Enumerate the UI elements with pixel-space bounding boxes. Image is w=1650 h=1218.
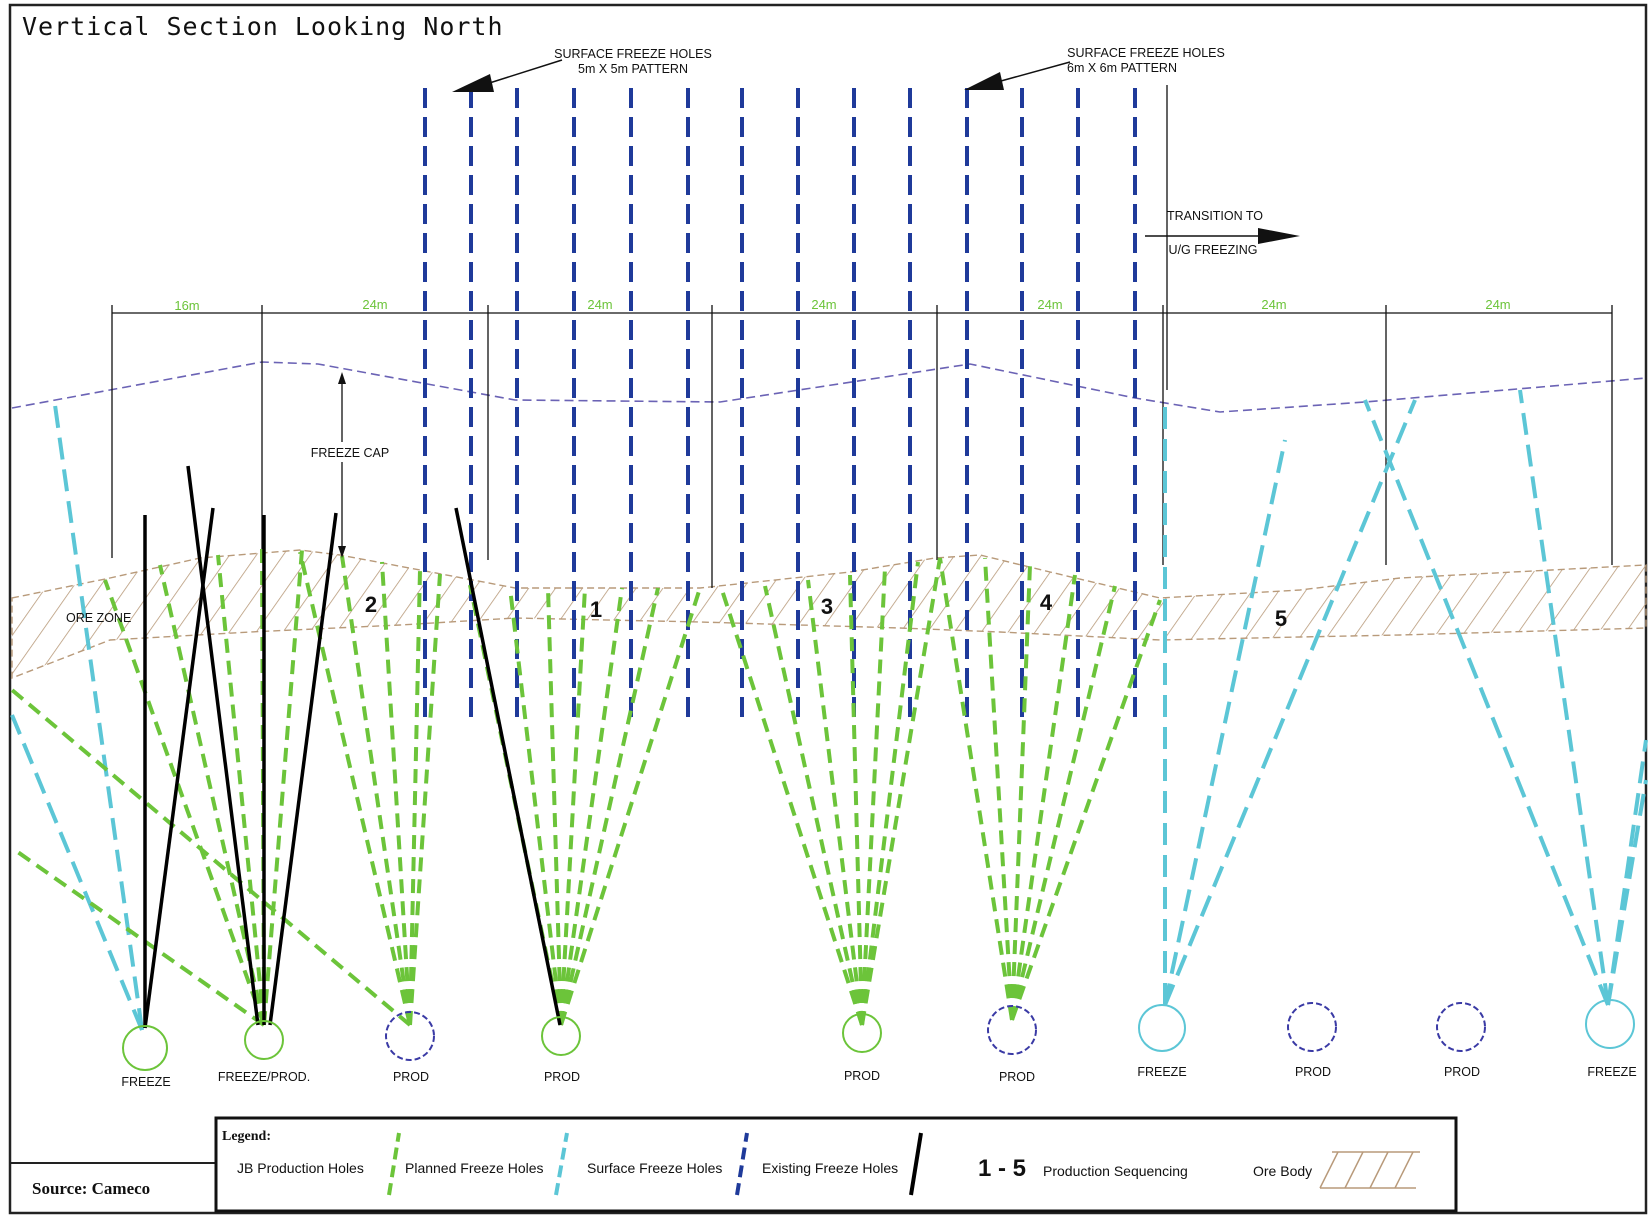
station-label: FREEZE <box>121 1075 170 1089</box>
sequence-number: 3 <box>821 594 833 619</box>
dimension-label: 24m <box>1261 297 1286 312</box>
legend-seq-symbol: 1 - 5 <box>978 1155 1026 1182</box>
callout-text: SURFACE FREEZE HOLES <box>554 47 712 61</box>
dimension-label: 24m <box>362 297 387 312</box>
station-label: PROD <box>1444 1065 1480 1079</box>
station-label: PROD <box>999 1070 1035 1084</box>
freeze-cap-boundary <box>12 362 1646 412</box>
legend-heading: Legend: <box>222 1129 271 1144</box>
callout-text: 5m X 5m PATTERN <box>578 62 688 76</box>
sequence-number: 4 <box>1040 590 1053 615</box>
legend-surface-label: Surface Freeze Holes <box>587 1160 722 1176</box>
callout-text: SURFACE FREEZE HOLES <box>1067 46 1225 60</box>
station-symbols <box>123 1000 1634 1070</box>
legend-jb-label: JB Production Holes <box>237 1160 364 1176</box>
station-labels: FREEZE FREEZE/PROD. PROD PROD PROD PROD … <box>121 1065 1636 1089</box>
ore-zone-label: ORE ZONE <box>66 611 131 625</box>
callout-text: 6m X 6m PATTERN <box>1067 61 1177 75</box>
legend-seq-label: Production Sequencing <box>1043 1163 1188 1179</box>
station-label: FREEZE/PROD. <box>218 1070 310 1084</box>
legend: Legend: JB Production Holes Planned Free… <box>216 1118 1456 1211</box>
source-box: Source: Cameco <box>10 1163 216 1198</box>
freeze-cap-marker: FREEZE CAP <box>308 372 389 558</box>
callout-text: TRANSITION TO <box>1167 209 1263 223</box>
dimension-lines <box>112 85 1612 588</box>
legend-existing-label: Existing Freeze Holes <box>762 1160 898 1176</box>
transition-callout: TRANSITION TO U/G FREEZING <box>1145 209 1300 257</box>
existing-freeze-holes <box>145 466 560 1028</box>
surface-5x5-callout: SURFACE FREEZE HOLES 5m X 5m PATTERN <box>452 47 712 92</box>
surface-6x6-callout: SURFACE FREEZE HOLES 6m X 6m PATTERN <box>964 46 1225 90</box>
station-label: PROD <box>844 1069 880 1083</box>
station-label: FREEZE <box>1587 1065 1636 1079</box>
freeze-cap-label: FREEZE CAP <box>311 446 390 460</box>
station-label: FREEZE <box>1137 1065 1186 1079</box>
sequence-number: 2 <box>365 592 377 617</box>
legend-planned-label: Planned Freeze Holes <box>405 1160 544 1176</box>
dimension-labels: 16m 24m 24m 24m 24m 24m 24m <box>174 297 1510 313</box>
diagram-title: Vertical Section Looking North <box>22 12 504 41</box>
legend-ore-label: Ore Body <box>1253 1163 1312 1179</box>
station-label: PROD <box>544 1070 580 1084</box>
station-label: PROD <box>393 1070 429 1084</box>
dimension-label: 24m <box>1485 297 1510 312</box>
dimension-label: 16m <box>174 298 199 313</box>
sequence-number: 1 <box>590 597 602 622</box>
source-label: Source: Cameco <box>32 1179 150 1198</box>
dimension-label: 24m <box>811 297 836 312</box>
dimension-label: 24m <box>587 297 612 312</box>
callout-text: U/G FREEZING <box>1169 243 1258 257</box>
sequence-number: 5 <box>1275 606 1287 631</box>
station-label: PROD <box>1295 1065 1331 1079</box>
dimension-label: 24m <box>1037 297 1062 312</box>
